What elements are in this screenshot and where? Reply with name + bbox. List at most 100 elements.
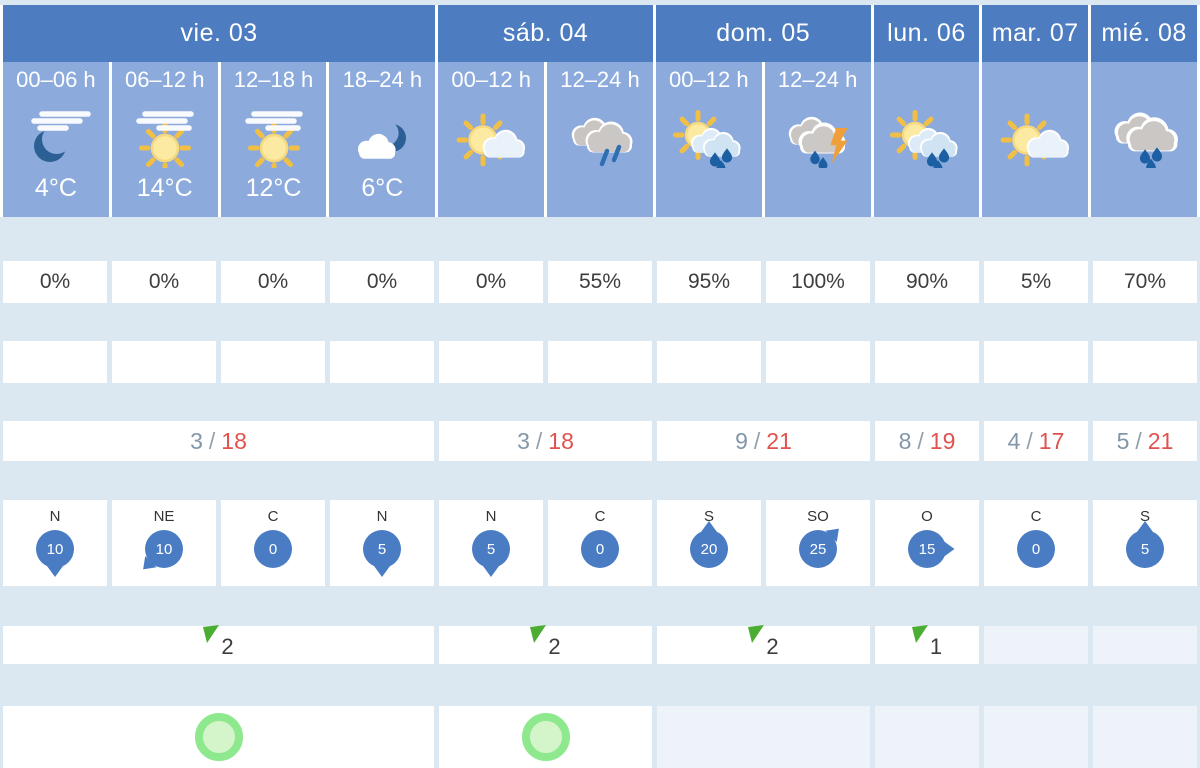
uv-value: 1 (929, 634, 943, 659)
temp-max: 21 (1147, 427, 1174, 454)
day-header: lun. 06 (873, 5, 980, 62)
day-header: dom. 05 (655, 5, 871, 62)
wind-speed-value: 20 (690, 530, 728, 568)
day-header: vie. 03 (3, 5, 436, 62)
wind-badge: 0 (581, 530, 619, 568)
temp-separator: / (208, 427, 216, 454)
wind-badge: 0 (1017, 530, 1055, 568)
uv-index-cell: 1 (875, 625, 979, 664)
wind-speed-value: 0 (254, 530, 292, 568)
wind-row: N 10 NE 10 C 0 N 5 N 5 (0, 500, 1200, 586)
precip-amount-cell (766, 341, 870, 383)
precip-probability-cell: 0% (221, 261, 325, 303)
weather-sun-cloud-icon (449, 101, 533, 171)
period-temperature: 12°C (245, 174, 302, 202)
wind-badge: 5 (363, 530, 401, 577)
wind-arrow-icon (1137, 521, 1153, 532)
wind-cell: S 20 (657, 500, 761, 586)
temp-separator: / (753, 427, 761, 454)
wind-speed-value: 10 (36, 530, 74, 568)
weather-sun-cirrus-icon (123, 101, 207, 171)
wind-arrow-icon (374, 566, 390, 577)
time-range-label: 18–24 h (342, 67, 423, 92)
day-header: sáb. 04 (438, 5, 653, 62)
precip-probability-cell: 90% (875, 261, 979, 303)
day-header: mié. 08 (1091, 5, 1197, 62)
period-temperature: 4°C (34, 174, 77, 202)
period-cell: 12–18 h 12°C (220, 62, 327, 217)
period-cell: 18–24 h 6°C (329, 62, 436, 217)
temperature-minmax-cell: 3/18 (3, 421, 434, 461)
temp-separator: / (1135, 427, 1142, 454)
uv-index-cell: 2 (439, 625, 652, 664)
weather-rain-icon (1102, 101, 1186, 171)
precip-amount-cell (221, 341, 325, 383)
time-range-label: 12–18 h (233, 67, 314, 92)
temp-separator: / (1026, 427, 1033, 454)
weather-sun-rain-icon (884, 101, 968, 171)
uv-index-cell-empty (984, 626, 1088, 664)
precip-probability-cell: 70% (1093, 261, 1197, 303)
temp-min: 3 (190, 427, 203, 454)
wind-arrow-icon (701, 521, 717, 532)
wind-speed-value: 0 (581, 530, 619, 568)
warning-cell (3, 706, 434, 768)
wind-direction-label: S (1139, 508, 1150, 525)
wind-direction-label: O (921, 508, 933, 525)
wind-speed-value: 10 (145, 530, 183, 568)
warning-cell-empty (657, 706, 870, 768)
warning-cell-empty (875, 706, 979, 768)
uv-flag-icon (530, 625, 547, 649)
uv-index-row: 2 2 2 1 (0, 625, 1200, 664)
temp-max: 18 (548, 427, 574, 454)
wind-cell: N 10 (3, 500, 107, 586)
precip-probability-cell: 5% (984, 261, 1088, 303)
wind-speed-value: 5 (472, 530, 510, 568)
period-temperature: 6°C (361, 174, 404, 202)
temp-max: 17 (1038, 427, 1065, 454)
precip-probability-cell: 0% (439, 261, 543, 303)
wind-badge: 25 (799, 522, 845, 568)
precip-amount-cell (3, 341, 107, 383)
wind-direction-label: SO (807, 508, 829, 525)
uv-value: 2 (221, 634, 234, 659)
precip-probability-row: 0% 0% 0% 0% 0% 55% 95% 100% 90% 5% 70% (0, 261, 1200, 303)
period-cell (873, 62, 980, 217)
precip-probability-cell: 95% (657, 261, 761, 303)
temperature-minmax-cell: 8/19 (875, 421, 979, 461)
time-range-label: 06–12 h (124, 67, 205, 92)
precip-amount-cell (984, 341, 1088, 383)
warning-cell-empty (1093, 706, 1197, 768)
temp-min: 3 (517, 427, 530, 454)
temperature-minmax-cell: 4/17 (984, 421, 1088, 461)
weather-moon-cloud-icon (340, 101, 424, 171)
precip-amount-cell (112, 341, 216, 383)
wind-badge: 15 (908, 530, 955, 568)
time-range-label: 00–12 h (451, 67, 531, 92)
wind-cell: N 5 (439, 500, 543, 586)
period-cell: 00–12 h (438, 62, 545, 217)
temp-max: 19 (929, 427, 956, 454)
wind-direction-label: N (376, 508, 388, 525)
wind-cell: SO 25 (766, 500, 870, 586)
warnings-row (0, 706, 1200, 768)
precip-probability-cell: 0% (330, 261, 434, 303)
wind-cell: O 15 (875, 500, 979, 586)
wind-speed-value: 15 (908, 530, 946, 568)
wind-direction-label: NE (153, 508, 175, 525)
wind-cell: N 5 (330, 500, 434, 586)
uv-flag-icon (911, 625, 929, 649)
wind-cell: NE 10 (112, 500, 216, 586)
weather-sun-cirrus-icon (232, 101, 316, 171)
temp-min: 5 (1116, 427, 1130, 454)
weather-storm-icon (776, 101, 860, 171)
temperature-row: 3/18 3/18 9/21 8/19 4/17 5/21 (0, 421, 1200, 461)
period-cell: 12–24 h (547, 62, 653, 217)
weather-sun-cloud-icon (993, 101, 1077, 171)
precip-amount-row (0, 341, 1200, 383)
wind-speed-value: 5 (363, 530, 401, 568)
precip-amount-cell (330, 341, 434, 383)
uv-flag-icon (748, 625, 765, 649)
period-cell: 00–06 h 4°C (3, 62, 109, 217)
